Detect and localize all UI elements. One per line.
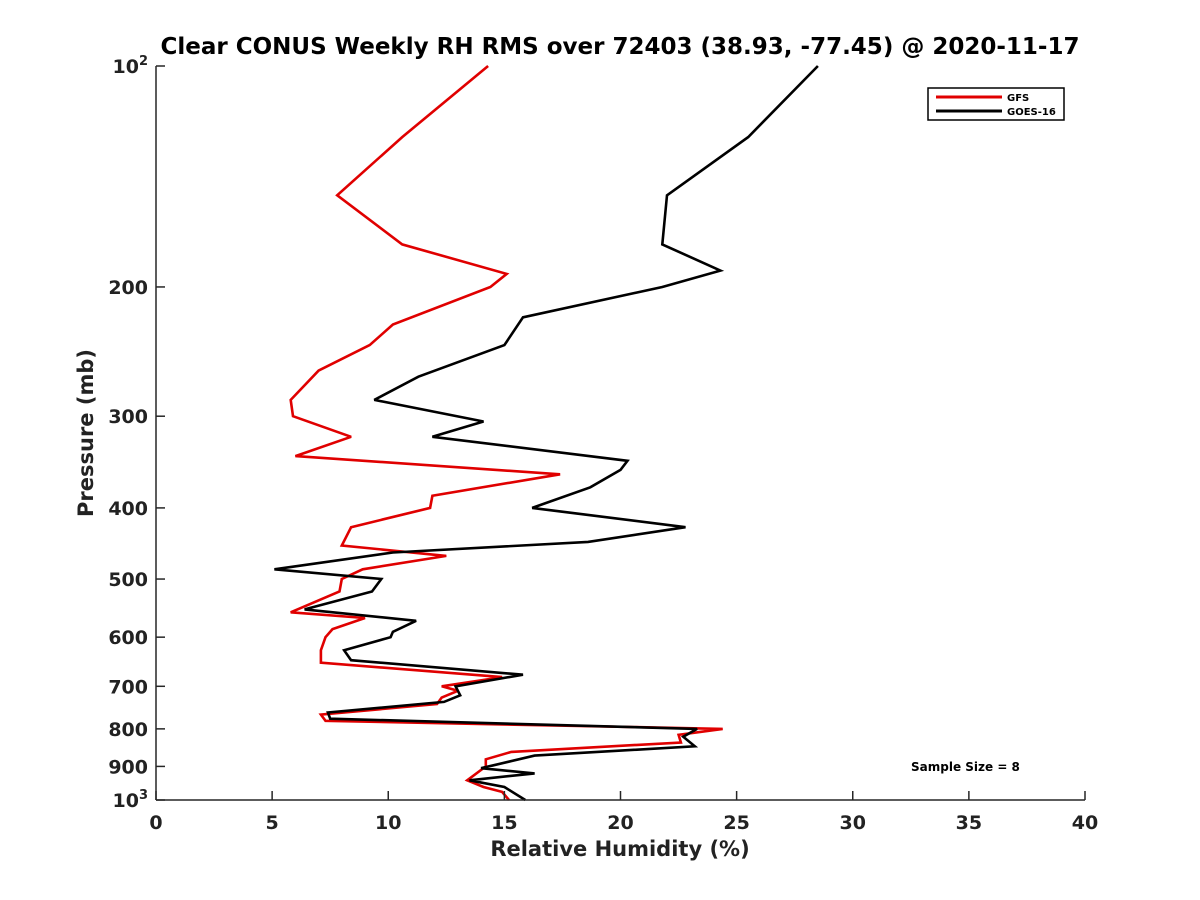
- series-line-goes16: [274, 65, 819, 802]
- y-tick-label: 500: [108, 569, 148, 591]
- legend-label-goes16: GOES-16: [1007, 107, 1056, 118]
- x-tick-label: 15: [491, 812, 517, 834]
- chart-title: Clear CONUS Weekly RH RMS over 72403 (38…: [161, 34, 1080, 60]
- y-tick-label: 300: [108, 406, 148, 428]
- legend: GFS GOES-16: [927, 87, 1065, 121]
- y-ticks: 102 200 300 400 500 600 700 800 900 103: [108, 54, 165, 812]
- x-tick-label: 30: [840, 812, 866, 834]
- x-ticks: 0 5 10 15 20 25 30 35 40: [149, 791, 1098, 834]
- legend-box: [927, 87, 1065, 121]
- plot-background: [156, 66, 1085, 800]
- x-tick-label: 10: [375, 812, 401, 834]
- y-tick-label: 102: [113, 54, 149, 78]
- y-axis-label: Pressure (mb): [74, 349, 98, 517]
- x-tick-label: 0: [149, 812, 162, 834]
- sample-size-annotation: Sample Size = 8: [911, 760, 1020, 774]
- y-tick-label: 800: [108, 719, 148, 741]
- x-axis-label: Relative Humidity (%): [490, 837, 749, 861]
- x-tick-label: 5: [266, 812, 279, 834]
- x-tick-label: 40: [1072, 812, 1098, 834]
- y-tick-label: 200: [108, 277, 148, 299]
- series-layer: [274, 64, 819, 802]
- legend-label-gfs: GFS: [1007, 93, 1029, 104]
- y-tick-label: 400: [108, 498, 148, 520]
- x-tick-label: 35: [956, 812, 982, 834]
- series-line-gfs: [289, 64, 723, 801]
- plot-area: [156, 66, 1085, 800]
- y-tick-label: 700: [108, 676, 148, 698]
- x-tick-label: 25: [723, 812, 749, 834]
- x-tick-label: 20: [607, 812, 633, 834]
- y-tick-label: 103: [113, 788, 149, 812]
- y-tick-label: 600: [108, 627, 148, 649]
- y-tick-label: 900: [108, 756, 148, 778]
